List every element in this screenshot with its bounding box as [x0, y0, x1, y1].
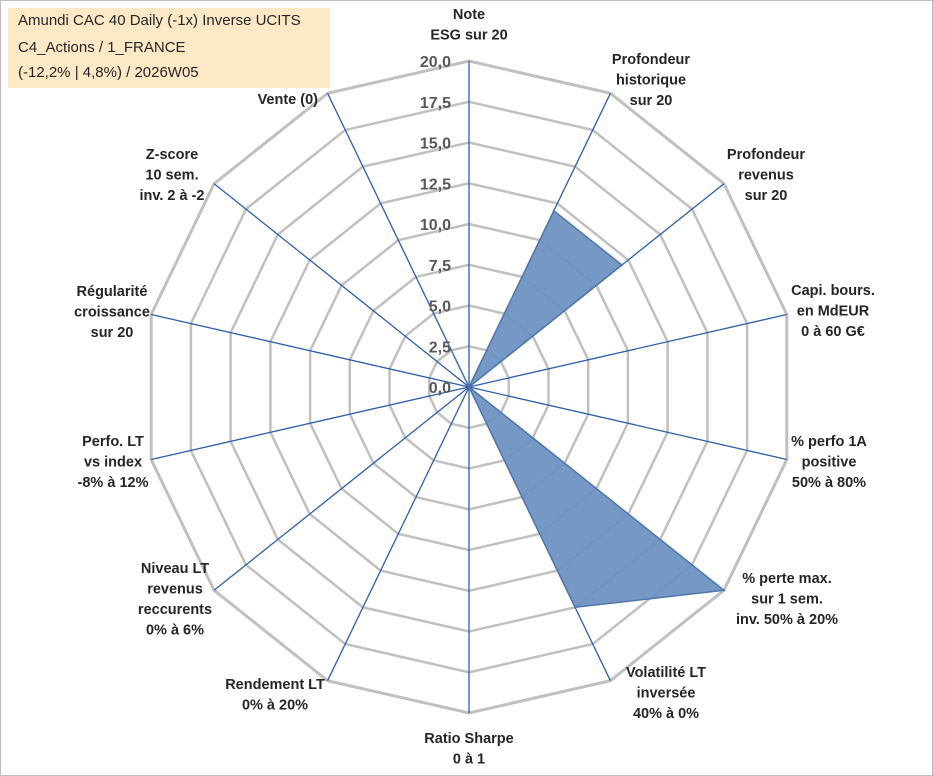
title-line-1: Amundi CAC 40 Daily (-1x) Inverse UCITS: [18, 12, 301, 29]
axis-label-line: revenus: [147, 582, 203, 598]
axis-label: Ratio Sharpe 0 à 1: [424, 731, 513, 768]
axis-label: % perte max. sur 1 sem. inv. 50% à 20%: [736, 571, 838, 628]
axis-label: Z-score 10 sem. inv. 2 à -2: [139, 147, 204, 204]
axis-label-line: Capi. bours.: [791, 283, 875, 299]
tick-label: 5,0: [429, 299, 451, 316]
axis-label-line: Rendement LT: [225, 677, 325, 693]
axis-spoke: [468, 313, 787, 388]
axis-label-line: Niveau LT: [141, 561, 209, 577]
axis-label-line: sur 1 sem.: [751, 592, 823, 608]
axis-label-line: en MdEUR: [797, 304, 870, 320]
tick-label: 15,0: [420, 136, 451, 153]
axis-label-line: 0 à 60 G€: [801, 324, 865, 340]
data-point: [552, 209, 556, 212]
tick-label: 12,5: [420, 176, 451, 193]
axis-label-line: % perfo 1A: [791, 434, 867, 450]
data-point: [620, 263, 624, 267]
axis-label-line: Régularité: [77, 284, 148, 300]
tick-label: 20,0: [420, 54, 451, 71]
axis-label: Régularité croissance sur 20: [74, 284, 150, 341]
axis-spoke: [213, 386, 470, 591]
axis-label-line: 10 sem.: [145, 168, 198, 184]
axis-label: Profondeur revenus sur 20: [727, 147, 805, 204]
data-point: [573, 606, 577, 609]
axis-label-line: ESG sur 20: [430, 28, 507, 44]
axis-spoke: [151, 386, 470, 461]
axis-label-line: positive: [802, 455, 857, 471]
axis-spoke: [151, 313, 470, 388]
axis-label-line: revenus: [738, 168, 794, 184]
tick-label: 17,5: [420, 95, 451, 112]
axis-spoke: [327, 386, 470, 681]
axis-label-line: Z-score: [146, 147, 198, 163]
axis-label-line: Ratio Sharpe: [424, 731, 513, 747]
axis-label-line: 40% à 0%: [633, 706, 699, 722]
axis-label: % perfo 1A positive 50% à 80%: [791, 434, 867, 491]
axis-label-line: historique: [616, 73, 686, 89]
axis-label-line: inv. 2 à -2: [139, 188, 204, 204]
axis-label-line: sur 20: [91, 325, 134, 341]
axis-label-line: reccurents: [138, 602, 212, 618]
axis-label-line: Vente (0): [258, 92, 319, 108]
axis-label: Note ESG sur 20: [430, 7, 507, 44]
tick-label: 7,5: [429, 258, 451, 275]
axis-label: Capi. bours. en MdEUR 0 à 60 G€: [791, 283, 875, 340]
axis-label-line: sur 20: [745, 188, 788, 204]
axis-label: Profondeur historique sur 20: [612, 52, 690, 109]
axis-label-line: Profondeur: [727, 147, 805, 163]
axis-label-line: sur 20: [630, 93, 673, 109]
data-point: [467, 385, 471, 389]
radial-tick-labels: 0,0 2,5 5,0 7,5 10,0 12,5 15,0 17,5 20,0: [420, 54, 451, 397]
title-line-3: (-12,2% | 4,8%) / 2026W05: [18, 64, 199, 81]
axis-label-line: croissance: [74, 305, 150, 321]
tick-label: 0,0: [429, 380, 451, 397]
axis-label: Perfo. LT vs index -8% à 12%: [78, 434, 149, 491]
axis-label-line: Perfo. LT: [82, 434, 144, 450]
axis-label: Niveau LT revenus reccurents 0% à 6%: [138, 561, 212, 639]
data-point: [432, 312, 435, 315]
axis-label-line: 0% à 6%: [146, 623, 204, 639]
title-line-2: C4_Actions / 1_FRANCE: [18, 39, 186, 56]
tick-label: 2,5: [429, 339, 451, 356]
axis-label-line: -8% à 12%: [78, 475, 149, 491]
axis-label-line: 0 à 1: [453, 752, 485, 768]
axis-label: Rendement LT 0% à 20%: [225, 677, 325, 714]
axis-label-line: inv. 50% à 20%: [736, 612, 838, 628]
axis-label-line: % perte max.: [742, 571, 831, 587]
axis-label-line: 0% à 20%: [242, 698, 308, 714]
axis-spoke: [213, 183, 470, 388]
axis-labels: Note ESG sur 20 Profondeur historique sur 20…: [74, 7, 875, 768]
title-box: Amundi CAC 40 Daily (-1x) Inverse UCITS …: [8, 8, 330, 88]
axis-label: Volatilité LT inversée 40% à 0%: [626, 665, 706, 722]
axis-label-line: vs index: [84, 455, 142, 471]
axis-label-line: Note: [453, 7, 485, 23]
data-point: [722, 589, 726, 592]
radar-series: [432, 209, 726, 609]
axis-label-line: 50% à 80%: [792, 475, 866, 491]
axis-label-line: Volatilité LT: [626, 665, 706, 681]
tick-label: 10,0: [420, 217, 451, 234]
axis-spoke: [468, 386, 787, 461]
axis-label-line: Profondeur: [612, 52, 690, 68]
axis-label-line: inversée: [637, 686, 696, 702]
